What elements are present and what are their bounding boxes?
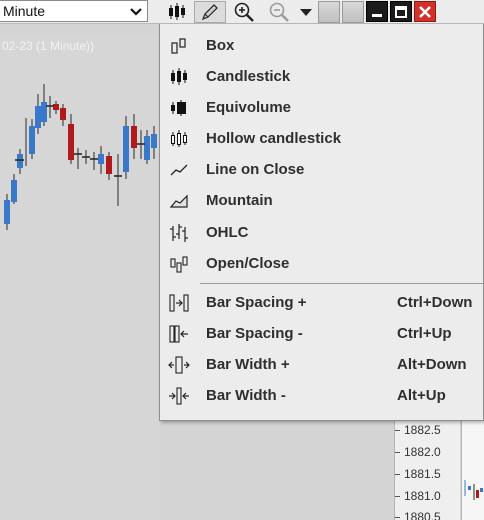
maximize-button[interactable] bbox=[390, 1, 412, 22]
chart-style-button[interactable] bbox=[160, 1, 194, 23]
price-label: 1880.5 bbox=[404, 510, 441, 520]
bar-spacing-plus-icon bbox=[168, 292, 190, 314]
minimize-icon bbox=[372, 13, 382, 17]
line-icon bbox=[168, 159, 190, 181]
interval-select[interactable]: Minute bbox=[0, 0, 148, 22]
menu-item-label: Candlestick bbox=[206, 68, 291, 85]
menu-item-open-close[interactable]: Open/Close bbox=[160, 248, 484, 279]
menu-item-equivolume[interactable]: Equivolume bbox=[160, 92, 484, 123]
menu-item-candlestick[interactable]: Candlestick bbox=[160, 61, 484, 92]
chart-style-menu: Box Candlestick Equivolume bbox=[159, 24, 484, 421]
chart-pane[interactable] bbox=[0, 34, 160, 520]
menu-item-hollow-candlestick[interactable]: Hollow candlestick bbox=[160, 123, 484, 154]
menu-item-label: Bar Spacing - bbox=[206, 325, 303, 342]
menu-item-label: Box bbox=[206, 37, 235, 54]
menu-item-ohlc[interactable]: OHLC bbox=[160, 217, 484, 248]
menu-item-box[interactable]: Box bbox=[160, 30, 484, 61]
menu-item-label: Bar Spacing + bbox=[206, 294, 307, 311]
menu-item-label: Hollow candlestick bbox=[206, 130, 342, 147]
menu-item-label: Mountain bbox=[206, 192, 273, 209]
interval-value: Minute bbox=[3, 3, 46, 19]
chart-toolbar bbox=[160, 0, 470, 23]
side-chart-pane[interactable] bbox=[461, 420, 484, 520]
minimize-button[interactable] bbox=[366, 1, 388, 22]
menu-item-label: Bar Width + bbox=[206, 356, 290, 373]
price-label: 1881.5 bbox=[404, 467, 441, 481]
toolbar-blank-button-1[interactable] bbox=[318, 0, 340, 23]
menu-item-label: Equivolume bbox=[206, 99, 292, 116]
candlestick-icon bbox=[169, 2, 185, 20]
menu-item-label: Open/Close bbox=[206, 255, 290, 272]
chart-caption: 02-23 (1 Minute)) bbox=[2, 39, 95, 53]
bar-width-minus-icon bbox=[168, 385, 190, 407]
menu-item-shortcut: Alt+Down bbox=[397, 356, 467, 373]
zoom-in-button[interactable] bbox=[226, 1, 262, 23]
mini-candles bbox=[464, 480, 483, 500]
draw-tool-button[interactable] bbox=[194, 0, 226, 23]
menu-item-bar-spacing-plus[interactable]: Bar Spacing + Ctrl+Down bbox=[160, 287, 484, 318]
toolbar-menu-button[interactable] bbox=[296, 1, 316, 23]
open-close-icon bbox=[168, 253, 190, 275]
menu-item-shortcut: Alt+Up bbox=[397, 387, 446, 404]
box-icon bbox=[168, 35, 190, 57]
menu-item-shortcut: Ctrl+Up bbox=[397, 325, 452, 342]
menu-item-bar-spacing-minus[interactable]: Bar Spacing - Ctrl+Up bbox=[160, 318, 484, 349]
price-axis[interactable]: 1882.5 1882.0 1881.5 1881.0 1880.5 bbox=[394, 420, 460, 520]
menu-item-bar-width-minus[interactable]: Bar Width - Alt+Up bbox=[160, 380, 484, 411]
zoom-in-icon bbox=[234, 2, 254, 22]
close-button[interactable] bbox=[414, 1, 436, 22]
bar-spacing-minus-icon bbox=[168, 323, 190, 345]
maximize-icon bbox=[395, 5, 407, 18]
menu-item-label: Line on Close bbox=[206, 161, 305, 178]
bar-width-plus-icon bbox=[168, 354, 190, 376]
menu-item-shortcut: Ctrl+Down bbox=[397, 294, 473, 311]
mountain-icon bbox=[168, 190, 190, 212]
menu-item-mountain[interactable]: Mountain bbox=[160, 185, 484, 216]
hollow-candlestick-icon bbox=[168, 128, 190, 150]
zoom-out-button[interactable] bbox=[262, 1, 296, 23]
price-label: 1881.0 bbox=[404, 489, 441, 503]
pencil-icon bbox=[201, 3, 218, 20]
price-label: 1882.5 bbox=[404, 423, 441, 437]
equivolume-icon bbox=[168, 97, 190, 119]
chevron-down-icon bbox=[130, 8, 142, 16]
candlestick-icon bbox=[168, 66, 190, 88]
close-icon bbox=[419, 5, 431, 18]
menu-item-line-on-close[interactable]: Line on Close bbox=[160, 154, 484, 185]
price-label: 1882.0 bbox=[404, 445, 441, 459]
menu-item-label: OHLC bbox=[206, 224, 249, 241]
menu-item-label: Bar Width - bbox=[206, 387, 286, 404]
zoom-out-icon bbox=[269, 2, 289, 22]
menu-separator bbox=[200, 283, 483, 284]
dropdown-arrow-icon bbox=[300, 8, 312, 16]
candlestick-series bbox=[4, 84, 157, 230]
menu-item-bar-width-plus[interactable]: Bar Width + Alt+Down bbox=[160, 349, 484, 380]
ohlc-icon bbox=[168, 222, 190, 244]
toolbar-blank-button-2[interactable] bbox=[342, 0, 364, 23]
